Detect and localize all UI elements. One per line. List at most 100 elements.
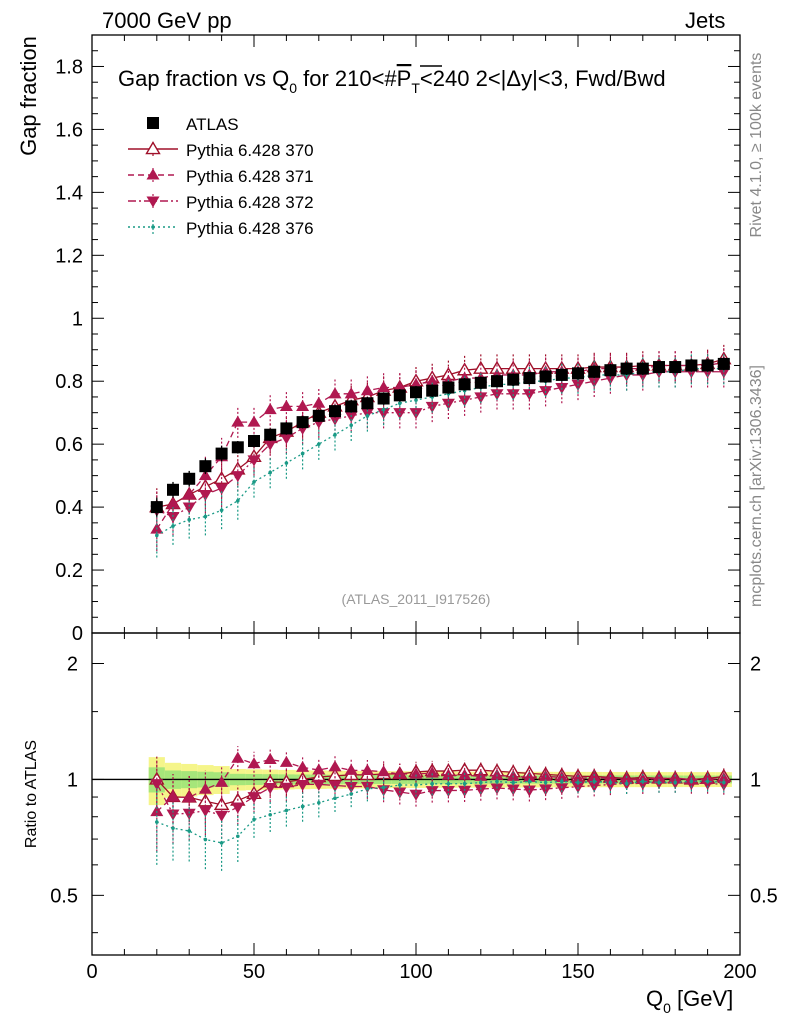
data-point [555, 368, 568, 381]
series-2-ratio-point [215, 775, 229, 787]
series-4-ratio-point [284, 808, 289, 813]
series-4-ratio-point [300, 804, 305, 809]
series-4-ratio-point [624, 781, 629, 786]
series-4-ratio-point [673, 780, 677, 785]
series-4-ratio-point [462, 781, 467, 786]
series-4-ratio-point [527, 779, 532, 784]
data-point [507, 373, 520, 386]
series-3-ratio-point [231, 802, 245, 814]
data-point [572, 367, 584, 380]
series-4-ratio-point [430, 782, 435, 786]
series-2-ratio-point [393, 767, 407, 779]
series-4-ratio-point [641, 779, 645, 784]
side-label-rivet: Rivet 4.1.0, ≥ 100k events [748, 53, 765, 238]
series-2-point [263, 403, 277, 415]
series-2-ratio-point [360, 763, 374, 776]
series-2-ratio-point [312, 763, 326, 775]
series-4-ratio-point [317, 800, 321, 805]
series-4-ratio-point [398, 783, 402, 787]
data-point [458, 378, 471, 391]
series-3-ratio-point [506, 784, 520, 796]
data-point [312, 409, 325, 422]
series-4-ratio-point [187, 829, 191, 833]
series-4-ratio-point [333, 796, 337, 801]
series-4-point [365, 414, 370, 418]
series-4-ratio-point [689, 779, 694, 784]
series-2-point [279, 399, 293, 411]
x-axis-label: Q0 [GeV] [646, 986, 733, 1016]
data-point [345, 400, 358, 413]
title-sub: 0 [289, 80, 297, 96]
series-3-ratio-point [603, 779, 617, 792]
y-tick-label: 1.4 [55, 182, 83, 204]
legend-marker-3 [146, 196, 160, 208]
series-4-point [398, 401, 402, 406]
data-point [653, 361, 665, 374]
x-tick-label: 0 [86, 961, 97, 983]
data-point [199, 460, 212, 473]
series-3-ratio-point [344, 781, 358, 794]
series-4-point [219, 508, 224, 513]
series-3-ratio-point [474, 784, 488, 796]
series-2-ratio-point [409, 767, 423, 779]
data-point [604, 364, 617, 377]
series-2-point [247, 415, 261, 427]
legend-label-1: Pythia 6.428 370 [186, 141, 314, 160]
series-2-ratio-point [231, 751, 245, 763]
x-tick-label: 150 [561, 961, 594, 983]
series-3-ratio-point [425, 786, 439, 798]
data-point [231, 441, 244, 454]
ratio-y-axis-label: Ratio to ATLAS [23, 740, 40, 848]
series-3-ratio-point [490, 783, 504, 795]
series-4-ratio-point [414, 783, 418, 787]
data-point [167, 483, 179, 496]
series-2-ratio-point [279, 755, 293, 767]
series-4-ratio-point [543, 780, 548, 785]
series-3-ratio-point [215, 810, 229, 822]
series-3-ratio-point [150, 779, 164, 791]
data-point [701, 359, 714, 372]
series-3-point [247, 455, 261, 467]
data-point [248, 435, 260, 448]
legend-marker-atlas [147, 117, 159, 129]
y-tick-label: 0.4 [55, 497, 83, 519]
series-3-point [166, 511, 180, 524]
series-4-ratio-line [156, 780, 724, 844]
series-3-point [377, 408, 391, 420]
series-4-point [155, 533, 159, 538]
series-3-ratio-point [279, 782, 293, 794]
series-2-ratio-point [263, 752, 277, 764]
series-2-point [360, 384, 374, 396]
series-3-ratio-point [441, 785, 455, 797]
series-3-ratio-point [684, 778, 698, 790]
series-3-point [231, 471, 245, 483]
x-tick-label: 200 [723, 961, 756, 983]
series-4-ratio-point [446, 781, 451, 786]
data-point [685, 359, 698, 372]
data-point [588, 365, 601, 378]
series-3-point [603, 373, 617, 385]
main-plot-area [149, 343, 732, 558]
y-tick-label: 1 [72, 308, 83, 330]
series-4-point [333, 432, 337, 437]
x-tick-label: 100 [399, 961, 432, 983]
x-axis-label-part-0: Q [646, 986, 663, 1011]
series-2-ratio-point [247, 757, 261, 769]
series-2-point [296, 399, 310, 411]
series-3-point [328, 414, 342, 426]
series-4-point [171, 524, 175, 528]
series-2-ratio-point [296, 760, 310, 772]
series-4-ratio-point [705, 779, 710, 784]
series-3-point [182, 502, 196, 514]
y-tick-label: 0.8 [55, 371, 83, 393]
data-point [717, 357, 730, 370]
chart-title: Gap fraction vs Q0 for 210<#PT<240 2<|Δy… [118, 66, 666, 96]
legend-label-3: Pythia 6.428 372 [186, 193, 314, 212]
y-tick-label: 1.8 [55, 56, 83, 78]
title-bar-p: P [397, 66, 412, 91]
data-point [474, 376, 487, 389]
title-rest: for 210<# [297, 66, 397, 91]
data-point [361, 397, 374, 410]
series-3-ratio-point [393, 787, 407, 799]
